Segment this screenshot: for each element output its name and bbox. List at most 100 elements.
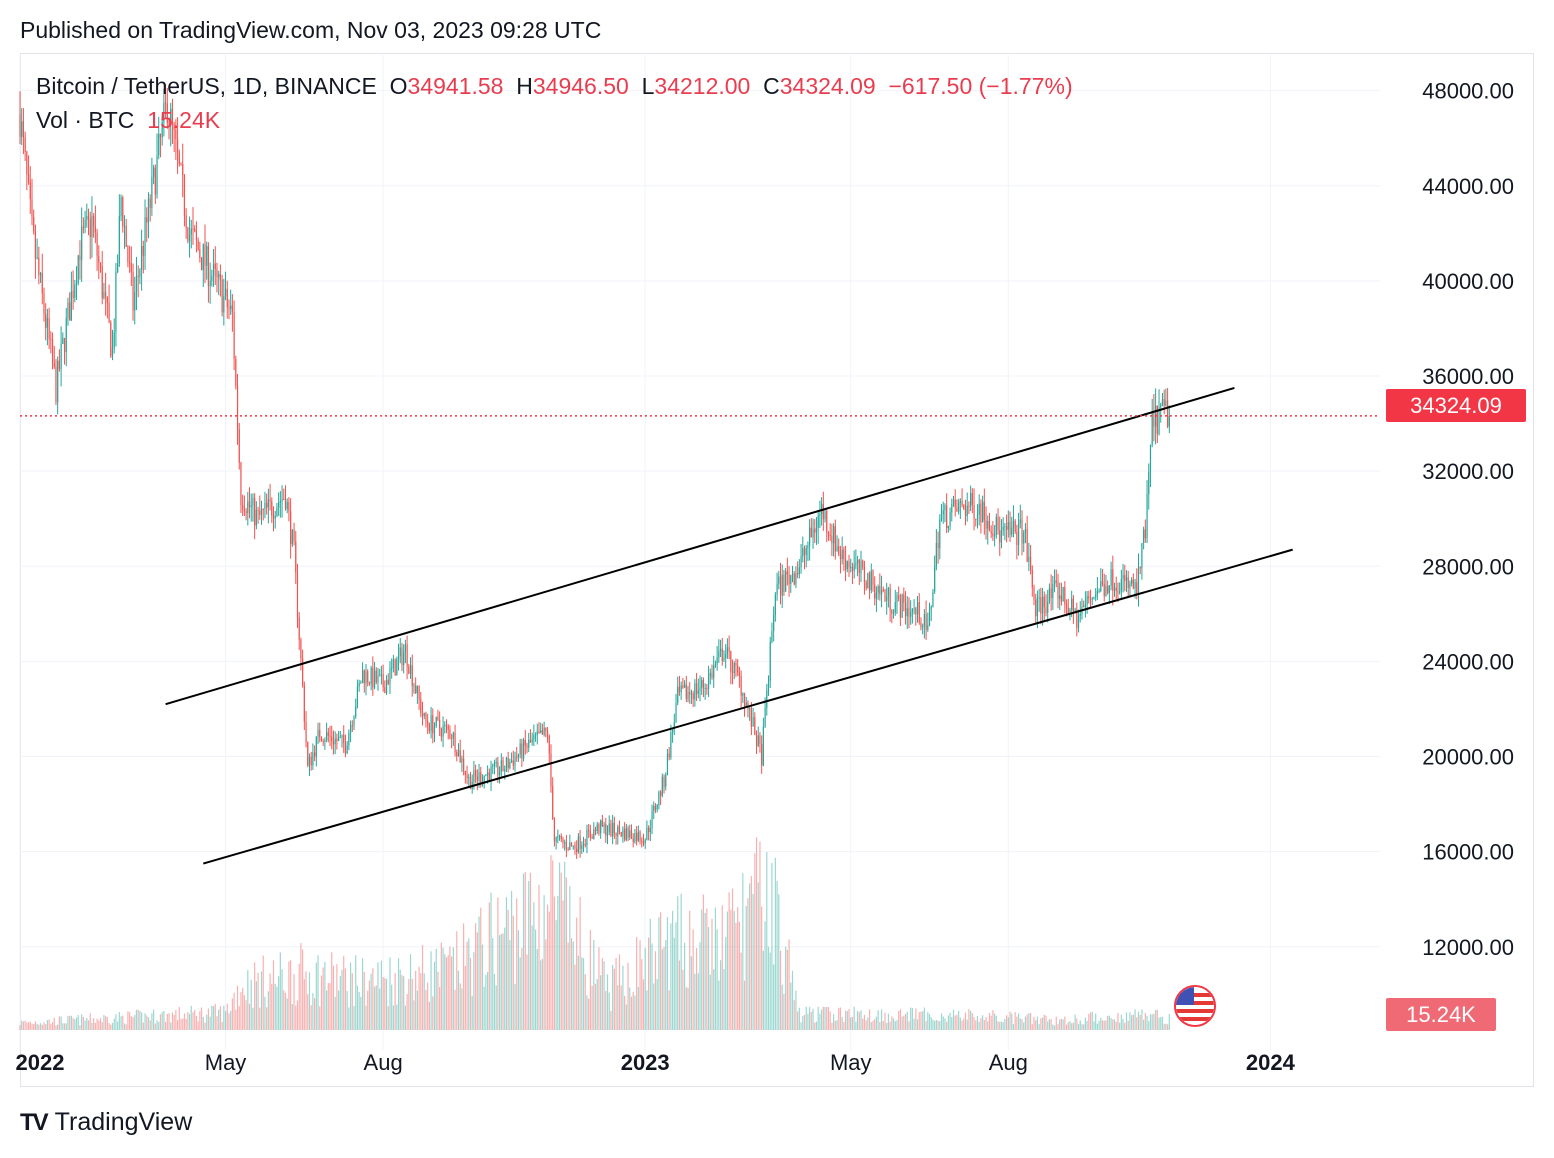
volume-bar bbox=[678, 960, 681, 1030]
volume-bar bbox=[988, 1013, 991, 1030]
candle bbox=[331, 736, 333, 742]
volume-bar bbox=[922, 1011, 924, 1030]
candle bbox=[250, 505, 252, 508]
volume-bar bbox=[480, 907, 482, 1030]
volume-bar bbox=[382, 977, 384, 1030]
volume-bar bbox=[1132, 1014, 1134, 1030]
candle bbox=[803, 548, 806, 556]
candle bbox=[608, 823, 610, 833]
candle bbox=[57, 360, 59, 403]
candle bbox=[99, 262, 102, 267]
candle bbox=[836, 546, 838, 552]
volume-bar bbox=[200, 1007, 203, 1030]
candle bbox=[319, 730, 321, 738]
candle bbox=[846, 561, 848, 570]
volume-bar bbox=[706, 908, 708, 1030]
volume-bar bbox=[910, 1007, 912, 1030]
candle bbox=[918, 602, 920, 623]
volume-bar bbox=[767, 946, 770, 1030]
volume-bar bbox=[1011, 1013, 1013, 1030]
candle bbox=[968, 505, 970, 507]
volume-bar bbox=[444, 954, 446, 1030]
candle bbox=[271, 501, 273, 516]
volume-bar bbox=[454, 989, 456, 1030]
candle bbox=[122, 197, 124, 227]
candle bbox=[79, 255, 81, 260]
volume-bar bbox=[459, 983, 461, 1030]
candle bbox=[106, 296, 108, 303]
candle bbox=[500, 760, 502, 772]
candle bbox=[461, 758, 463, 763]
candle bbox=[24, 137, 26, 152]
volume-bar bbox=[975, 1020, 977, 1030]
candle bbox=[317, 730, 319, 737]
volume-bar bbox=[51, 1022, 54, 1030]
candle bbox=[766, 690, 768, 708]
volume-bar bbox=[1076, 1018, 1078, 1030]
volume-bar bbox=[505, 897, 508, 1030]
us-flag-icon[interactable] bbox=[1174, 985, 1216, 1027]
volume-bar bbox=[495, 985, 497, 1030]
volume-bar bbox=[1045, 1015, 1047, 1030]
volume-bar bbox=[286, 998, 288, 1030]
volume-bar bbox=[725, 937, 727, 1030]
volume-bar bbox=[886, 1022, 888, 1030]
volume-bar bbox=[685, 987, 687, 1030]
volume-bar bbox=[303, 979, 305, 1030]
volume-bar bbox=[356, 985, 359, 1030]
candle bbox=[677, 686, 679, 704]
volume-bar bbox=[591, 985, 593, 1030]
candle bbox=[749, 708, 751, 710]
candle bbox=[1021, 519, 1023, 544]
volume-bar bbox=[288, 961, 290, 1030]
volume-bar bbox=[111, 1023, 114, 1030]
candle bbox=[439, 719, 441, 729]
volume-bar bbox=[1009, 1011, 1011, 1030]
volume-bar bbox=[452, 947, 454, 1030]
volume-bar bbox=[118, 1011, 120, 1030]
volume-bar bbox=[1122, 1019, 1124, 1030]
candle bbox=[1079, 613, 1081, 616]
candle bbox=[53, 362, 55, 367]
candle bbox=[966, 505, 968, 517]
candle bbox=[151, 176, 153, 208]
candle bbox=[262, 509, 264, 511]
candle bbox=[200, 258, 203, 271]
candle bbox=[956, 507, 958, 512]
volume-bar bbox=[147, 1017, 150, 1030]
candle bbox=[1110, 569, 1112, 586]
candle bbox=[982, 501, 984, 523]
volume-bar bbox=[1012, 1024, 1015, 1030]
candle bbox=[815, 527, 818, 533]
candle bbox=[714, 664, 717, 666]
candle bbox=[168, 123, 170, 125]
volume-bar bbox=[238, 1006, 240, 1030]
volume-bar bbox=[802, 1015, 804, 1030]
candle bbox=[951, 504, 953, 513]
candle bbox=[60, 343, 62, 370]
tradingview-brand[interactable]: TV TradingView bbox=[20, 1108, 192, 1137]
volume-bar bbox=[932, 1019, 934, 1030]
candle bbox=[588, 829, 590, 832]
candle bbox=[1160, 404, 1162, 408]
volume-bar bbox=[812, 1008, 814, 1030]
volume-bar bbox=[856, 1010, 859, 1030]
candle bbox=[725, 654, 727, 658]
volume-bar bbox=[699, 942, 701, 1030]
candle bbox=[1071, 598, 1073, 610]
volume-bar bbox=[1004, 1018, 1006, 1030]
volume-bar bbox=[904, 1013, 907, 1030]
candle bbox=[447, 725, 449, 730]
candle bbox=[939, 519, 941, 549]
candle bbox=[367, 671, 369, 682]
volume-bar bbox=[310, 1005, 312, 1030]
candle bbox=[797, 573, 799, 575]
volume-bar bbox=[440, 942, 442, 1030]
candle bbox=[27, 174, 30, 182]
volume-bar bbox=[843, 1021, 845, 1030]
volume-bar bbox=[360, 996, 362, 1030]
volume-bar bbox=[449, 946, 451, 1030]
candle bbox=[418, 685, 420, 700]
candle bbox=[1131, 579, 1133, 584]
